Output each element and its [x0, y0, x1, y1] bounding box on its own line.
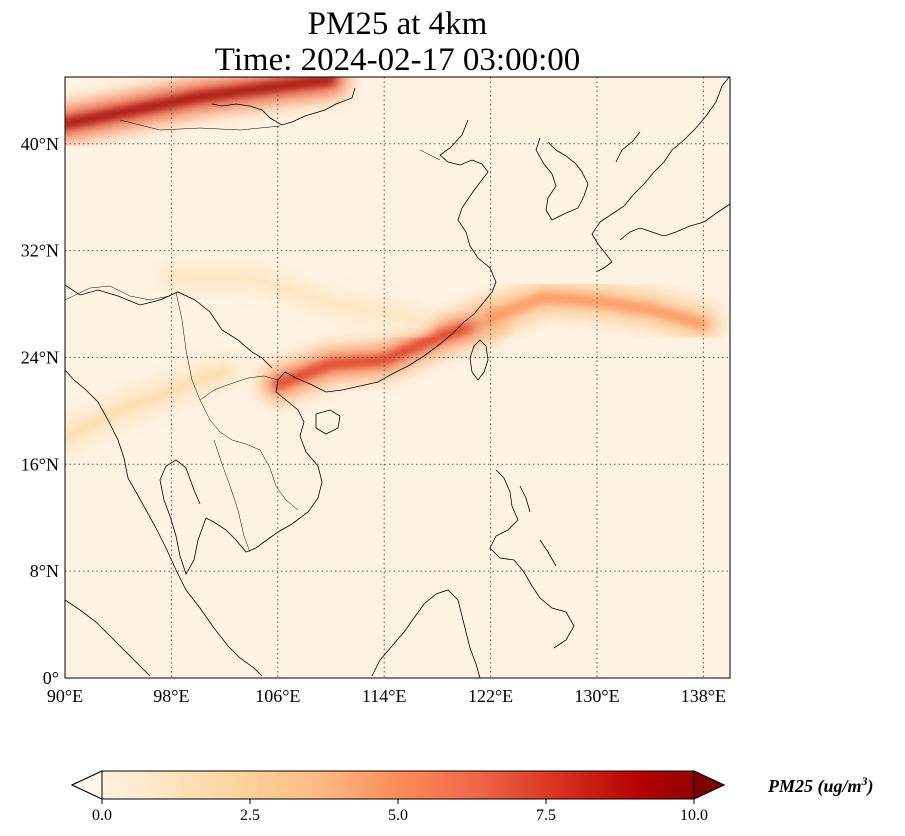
lon-tick-label: 122°E — [468, 686, 513, 706]
colorbar-tick-label: 0.0 — [92, 807, 112, 824]
coastline-borneo — [371, 589, 481, 678]
northern-plume-core — [65, 77, 336, 129]
central-haze-core — [166, 272, 416, 322]
lat-tick-label: 32°N — [21, 241, 59, 261]
colorbar-tick-label: 2.5 — [240, 807, 260, 824]
pm25-field — [65, 77, 727, 461]
coastline-sumatra — [65, 599, 151, 677]
country-borders — [65, 119, 441, 553]
map-title-variable: PM25 at 4km — [307, 6, 488, 42]
map-title-time: Time: 2024-02-17 03:00:00 — [214, 42, 581, 78]
map-frame — [64, 76, 731, 679]
lat-tick-label: 24°N — [21, 347, 59, 367]
lon-tick-label: 106°E — [255, 686, 300, 706]
coastline-indochina — [65, 369, 263, 677]
lat-tick-label: 0° — [43, 668, 59, 688]
coastline-mainland — [65, 87, 589, 553]
lon-tick-label: 138°E — [681, 686, 726, 706]
latitude-tick-labels: 0° 8°N 16°N 24°N 32°N 40°N — [21, 134, 59, 688]
colorbar: 0.0 2.5 5.0 7.5 10.0 — [70, 770, 726, 824]
lat-tick-label: 16°N — [21, 454, 59, 474]
colorbar-tick-label: 10.0 — [680, 807, 708, 824]
colorbar-ticks: 0.0 2.5 5.0 7.5 10.0 — [92, 799, 708, 824]
south-china-plume-core — [273, 315, 496, 389]
coastline-philippines — [489, 469, 575, 649]
colorbar-extend-low — [70, 770, 103, 800]
lon-tick-label: 130°E — [574, 686, 619, 706]
lon-tick-label: 90°E — [47, 686, 83, 706]
map-area: 90°E 98°E 106°E 114°E 122°E 130°E 138°E 0° 8°N 1… — [21, 76, 731, 706]
lon-tick-label: 114°E — [362, 686, 407, 706]
coastline-taiwan — [469, 339, 489, 381]
colorbar-tick-label: 5.0 — [388, 807, 408, 824]
colorbar-label: PM25 (ug/m3) — [768, 774, 874, 796]
lat-tick-label: 40°N — [21, 134, 59, 154]
colorbar-extend-high — [693, 770, 726, 800]
coastlines — [65, 77, 730, 678]
colorbar-tick-label: 7.5 — [536, 807, 556, 824]
western-band-core — [65, 366, 230, 443]
longitude-tick-labels: 90°E 98°E 106°E 114°E 122°E 130°E 138°E — [47, 686, 726, 706]
colorbar-bar — [70, 770, 726, 800]
east-china-sea-plume-core — [486, 292, 708, 329]
coastline-japan — [591, 77, 730, 273]
lon-tick-label: 98°E — [153, 686, 189, 706]
lat-tick-label: 8°N — [30, 561, 59, 581]
gridlines — [65, 77, 730, 678]
coastline-hainan — [315, 409, 341, 435]
